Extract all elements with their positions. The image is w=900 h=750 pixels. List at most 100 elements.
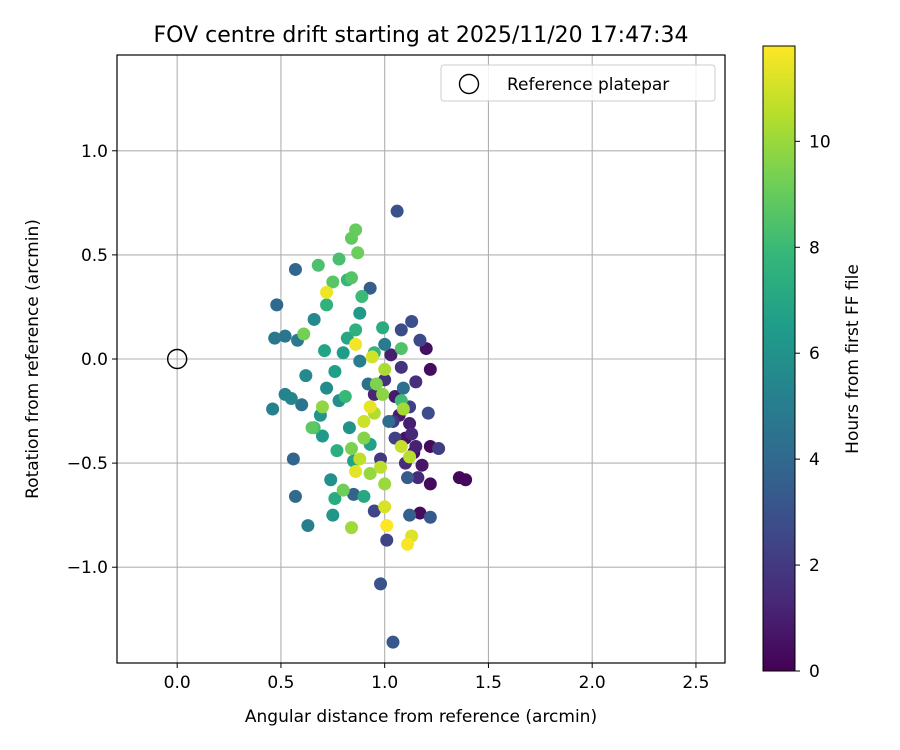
x-tick-label: 2.5: [682, 673, 709, 693]
legend-label: Reference platepar: [507, 75, 669, 95]
data-point: [390, 204, 404, 218]
reference-platepar-marker: [166, 348, 188, 370]
data-point: [318, 344, 332, 358]
data-point: [380, 519, 394, 533]
data-point: [386, 635, 400, 649]
data-point: [355, 290, 369, 304]
y-tick-label: 1.0: [81, 142, 108, 162]
y-axis-label: Rotation from reference (arcmin): [23, 219, 43, 499]
legend-frame: [440, 64, 716, 102]
legend: Reference platepar: [440, 64, 716, 102]
data-point: [344, 521, 358, 535]
x-tick-label: 2.0: [579, 673, 606, 693]
data-point: [353, 354, 367, 368]
data-point: [349, 464, 363, 478]
data-point: [394, 323, 408, 337]
data-point: [320, 285, 334, 299]
data-point: [403, 417, 417, 431]
data-point: [413, 333, 427, 347]
data-point: [268, 331, 282, 345]
y-tick-label: 0.5: [81, 246, 108, 266]
data-point: [324, 473, 338, 487]
data-point: [421, 406, 435, 420]
data-point: [328, 492, 342, 506]
data-point: [307, 312, 321, 326]
data-point: [315, 400, 329, 414]
data-point: [288, 489, 302, 503]
data-point: [286, 452, 300, 466]
grid-lines: [117, 55, 725, 663]
data-point: [295, 398, 309, 412]
x-tick-label: 0.0: [164, 673, 191, 693]
x-tick-label: 1.0: [371, 673, 398, 693]
data-point: [351, 246, 365, 260]
data-point: [278, 329, 292, 343]
data-point: [378, 337, 392, 351]
colorbar-tick-label: 10: [809, 132, 831, 152]
colorbar-tick-label: 0: [809, 662, 820, 682]
data-point: [378, 500, 392, 514]
data-point: [409, 439, 423, 453]
data-point: [432, 442, 446, 456]
data-point: [353, 306, 367, 320]
data-point: [378, 362, 392, 376]
x-axis-label: Angular distance from reference (arcmin): [245, 707, 597, 727]
data-point: [328, 364, 342, 378]
data-point: [326, 275, 340, 289]
data-point: [380, 533, 394, 547]
data-point: [320, 298, 334, 312]
data-point: [374, 460, 388, 474]
data-point: [353, 452, 367, 466]
data-point: [423, 510, 437, 524]
data-point: [423, 362, 437, 376]
data-point: [376, 321, 390, 335]
data-point: [405, 315, 419, 329]
data-point: [376, 387, 390, 401]
data-point: [384, 348, 398, 362]
data-point: [330, 444, 344, 458]
colorbar-tick-label: 8: [809, 238, 820, 258]
legend-marker-icon: [458, 73, 480, 95]
data-point: [394, 342, 408, 356]
data-point: [349, 323, 363, 337]
data-point: [401, 471, 415, 485]
data-point: [270, 298, 284, 312]
x-tick-label: 1.5: [475, 673, 502, 693]
data-point: [357, 431, 371, 445]
data-point: [326, 508, 340, 522]
data-point: [363, 467, 377, 481]
data-point: [382, 414, 396, 428]
data-point: [284, 392, 298, 406]
data-point: [403, 450, 417, 464]
data-point: [288, 262, 302, 276]
data-point: [336, 483, 350, 497]
data-point: [363, 281, 377, 295]
data-point: [344, 271, 358, 285]
data-point: [396, 402, 410, 416]
data-point: [409, 375, 423, 389]
data-point: [357, 414, 371, 428]
data-point: [349, 337, 363, 351]
colorbar-label: Hours from first FF file: [843, 264, 863, 454]
data-point: [423, 477, 437, 491]
y-tick-label: −0.5: [67, 454, 108, 474]
data-point: [365, 350, 379, 364]
data-point: [411, 471, 425, 485]
data-point: [315, 429, 329, 443]
data-point: [394, 439, 408, 453]
data-point: [357, 489, 371, 503]
scatter-points: [266, 204, 473, 649]
data-point: [459, 473, 473, 487]
data-point: [403, 508, 417, 522]
data-point: [396, 381, 410, 395]
x-axis-ticks: 0.0 0.5 1.0 1.5 2.0 2.5: [164, 663, 709, 693]
y-axis-ticks: −1.0 −0.5 0.0 0.5 1.0: [67, 142, 117, 578]
data-point: [338, 389, 352, 403]
data-point: [363, 400, 377, 414]
colorbar-tick-label: 4: [809, 450, 820, 470]
data-point: [336, 346, 350, 360]
data-point: [349, 223, 363, 237]
colorbar-tick-label: 2: [809, 556, 820, 576]
